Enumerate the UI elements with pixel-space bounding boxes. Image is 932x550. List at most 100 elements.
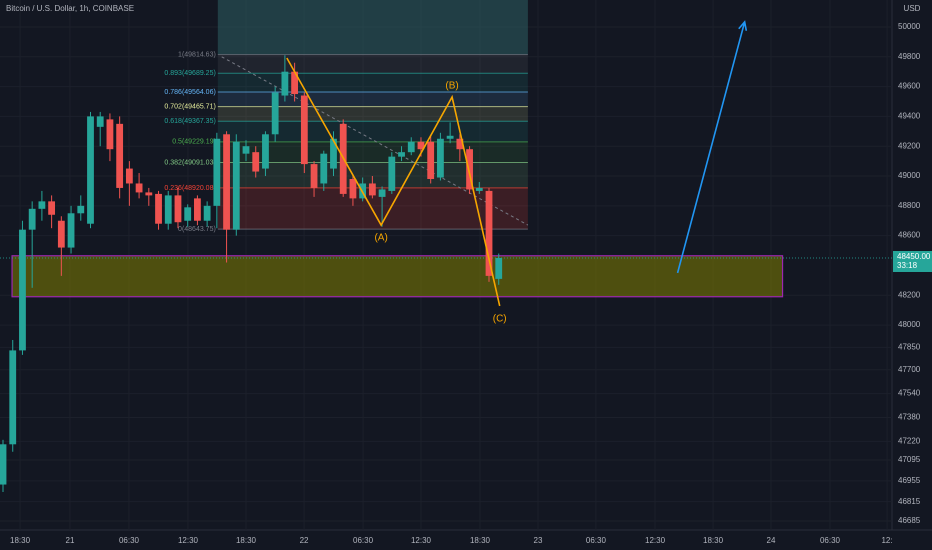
fib-label: 0.5(49229.19)	[172, 139, 216, 146]
candle-body	[184, 207, 192, 221]
x-tick-label: 06:30	[353, 536, 374, 545]
y-tick-label: 46685	[898, 516, 921, 525]
fib-band	[217, 73, 528, 92]
trend-line	[221, 56, 529, 226]
candle-body	[67, 213, 75, 248]
y-tick-label: 48800	[898, 201, 921, 210]
price-tag-value: 48450.00	[897, 252, 931, 261]
fib-label: 0.236(48920.08)	[164, 185, 215, 192]
candle-body	[28, 208, 36, 230]
y-tick-label: 46955	[898, 476, 921, 485]
candle-body	[77, 205, 85, 214]
candle-body	[203, 205, 211, 221]
x-tick-label: 18:30	[470, 536, 491, 545]
candle-body	[145, 192, 153, 196]
x-tick-label: 06:30	[586, 536, 607, 545]
axes: 50000 49800 49600 49400 49200 49000 48800 48600…	[10, 22, 932, 545]
pattern-label: (C)	[493, 314, 507, 325]
y-tick-label: 49800	[898, 52, 921, 61]
y-tick-label: 47700	[898, 365, 921, 374]
y-tick-label: 47095	[898, 455, 921, 464]
candle-body	[466, 149, 473, 190]
candle-body	[96, 116, 104, 127]
candle-body	[116, 123, 124, 188]
x-tick-label: 06:30	[820, 536, 841, 545]
x-tick-label: 23	[534, 536, 543, 545]
x-tick-label: 12:30	[411, 536, 432, 545]
candle-body	[194, 198, 201, 221]
candle-body	[310, 164, 318, 188]
x-tick-label: 24	[767, 536, 776, 545]
x-tick-label: 18:30	[10, 536, 31, 545]
candle-body	[213, 138, 221, 206]
y-tick-label: 49000	[898, 171, 921, 180]
candle-body	[232, 141, 240, 230]
candle-body	[9, 350, 17, 445]
drawings: (A) (B) (C)	[286, 20, 748, 325]
fib-label: 0.382(49091.03)	[164, 159, 215, 166]
candle-body	[388, 156, 396, 191]
candle-body	[271, 92, 279, 135]
x-tick-label: 12:30	[645, 536, 666, 545]
candle-body	[125, 168, 133, 184]
candle-body	[398, 152, 405, 157]
y-tick-label: 47220	[898, 436, 921, 445]
candle-body	[174, 195, 182, 223]
candle-body	[19, 229, 26, 351]
candle-body	[407, 141, 415, 153]
candle-body	[417, 141, 425, 150]
x-tick-label: 18:30	[703, 536, 724, 545]
abc-pattern	[286, 57, 501, 307]
candle-body	[262, 134, 269, 169]
x-tick-label: 22	[300, 536, 309, 545]
x-tick-label: 06:30	[119, 536, 140, 545]
candle-body	[437, 138, 444, 178]
pattern-label: (A)	[374, 233, 387, 244]
candle-body	[48, 201, 56, 215]
fib-band	[217, 91, 528, 107]
price-tag	[893, 250, 932, 272]
candle-body	[38, 201, 46, 209]
fib-label: 0(48643.75)	[178, 226, 216, 233]
arrow-head	[738, 20, 748, 31]
fib-label: 0.786(49564.06)	[164, 89, 215, 96]
candle-body	[427, 141, 435, 180]
candle-body	[291, 71, 299, 95]
y-tick-label: 50000	[898, 22, 921, 31]
pattern-label: (B)	[445, 81, 458, 92]
x-tick-label: 12:30	[178, 536, 199, 545]
candle-body	[378, 189, 386, 197]
fib-band	[217, 54, 528, 74]
currency-label: USD	[904, 4, 921, 13]
y-tick-label: 47380	[898, 413, 921, 422]
candle-body	[106, 119, 114, 150]
candle-body	[0, 444, 7, 485]
y-tick-label: 47540	[898, 389, 921, 398]
candle-body	[242, 146, 250, 154]
y-tick-label: 49400	[898, 112, 921, 121]
fib-label: 0.702(49465.71)	[164, 103, 215, 110]
x-tick-label: 18:30	[236, 536, 257, 545]
price-tag-countdown: 33:18	[897, 261, 918, 270]
candle-body	[164, 195, 172, 224]
fib-label: 0.893(49689.25)	[164, 70, 215, 77]
candle-body	[57, 220, 65, 248]
chart-title: Bitcoin / U.S. Dollar, 1h, COINBASE	[6, 4, 134, 13]
candle-body	[456, 138, 464, 150]
fib-label: 0.618(49367.35)	[164, 118, 215, 125]
candle-body	[155, 193, 162, 224]
overlays: 1(49814.63) 0.893(49689.25) 0.786(49564.06…	[0, 0, 892, 298]
x-tick-label: 12:	[881, 536, 892, 545]
y-tick-label: 48200	[898, 290, 921, 299]
candle-body	[252, 152, 260, 172]
candle-body	[281, 71, 289, 96]
fib-band	[217, 106, 528, 122]
fib-label: 1(49814.63)	[178, 51, 216, 58]
candle-body	[349, 179, 357, 199]
y-tick-label: 49600	[898, 82, 921, 91]
x-tick-label: 21	[66, 536, 75, 545]
y-tick-label: 47850	[898, 343, 921, 352]
forecast-arrow	[676, 21, 746, 274]
fib-extension-area	[217, 0, 528, 55]
